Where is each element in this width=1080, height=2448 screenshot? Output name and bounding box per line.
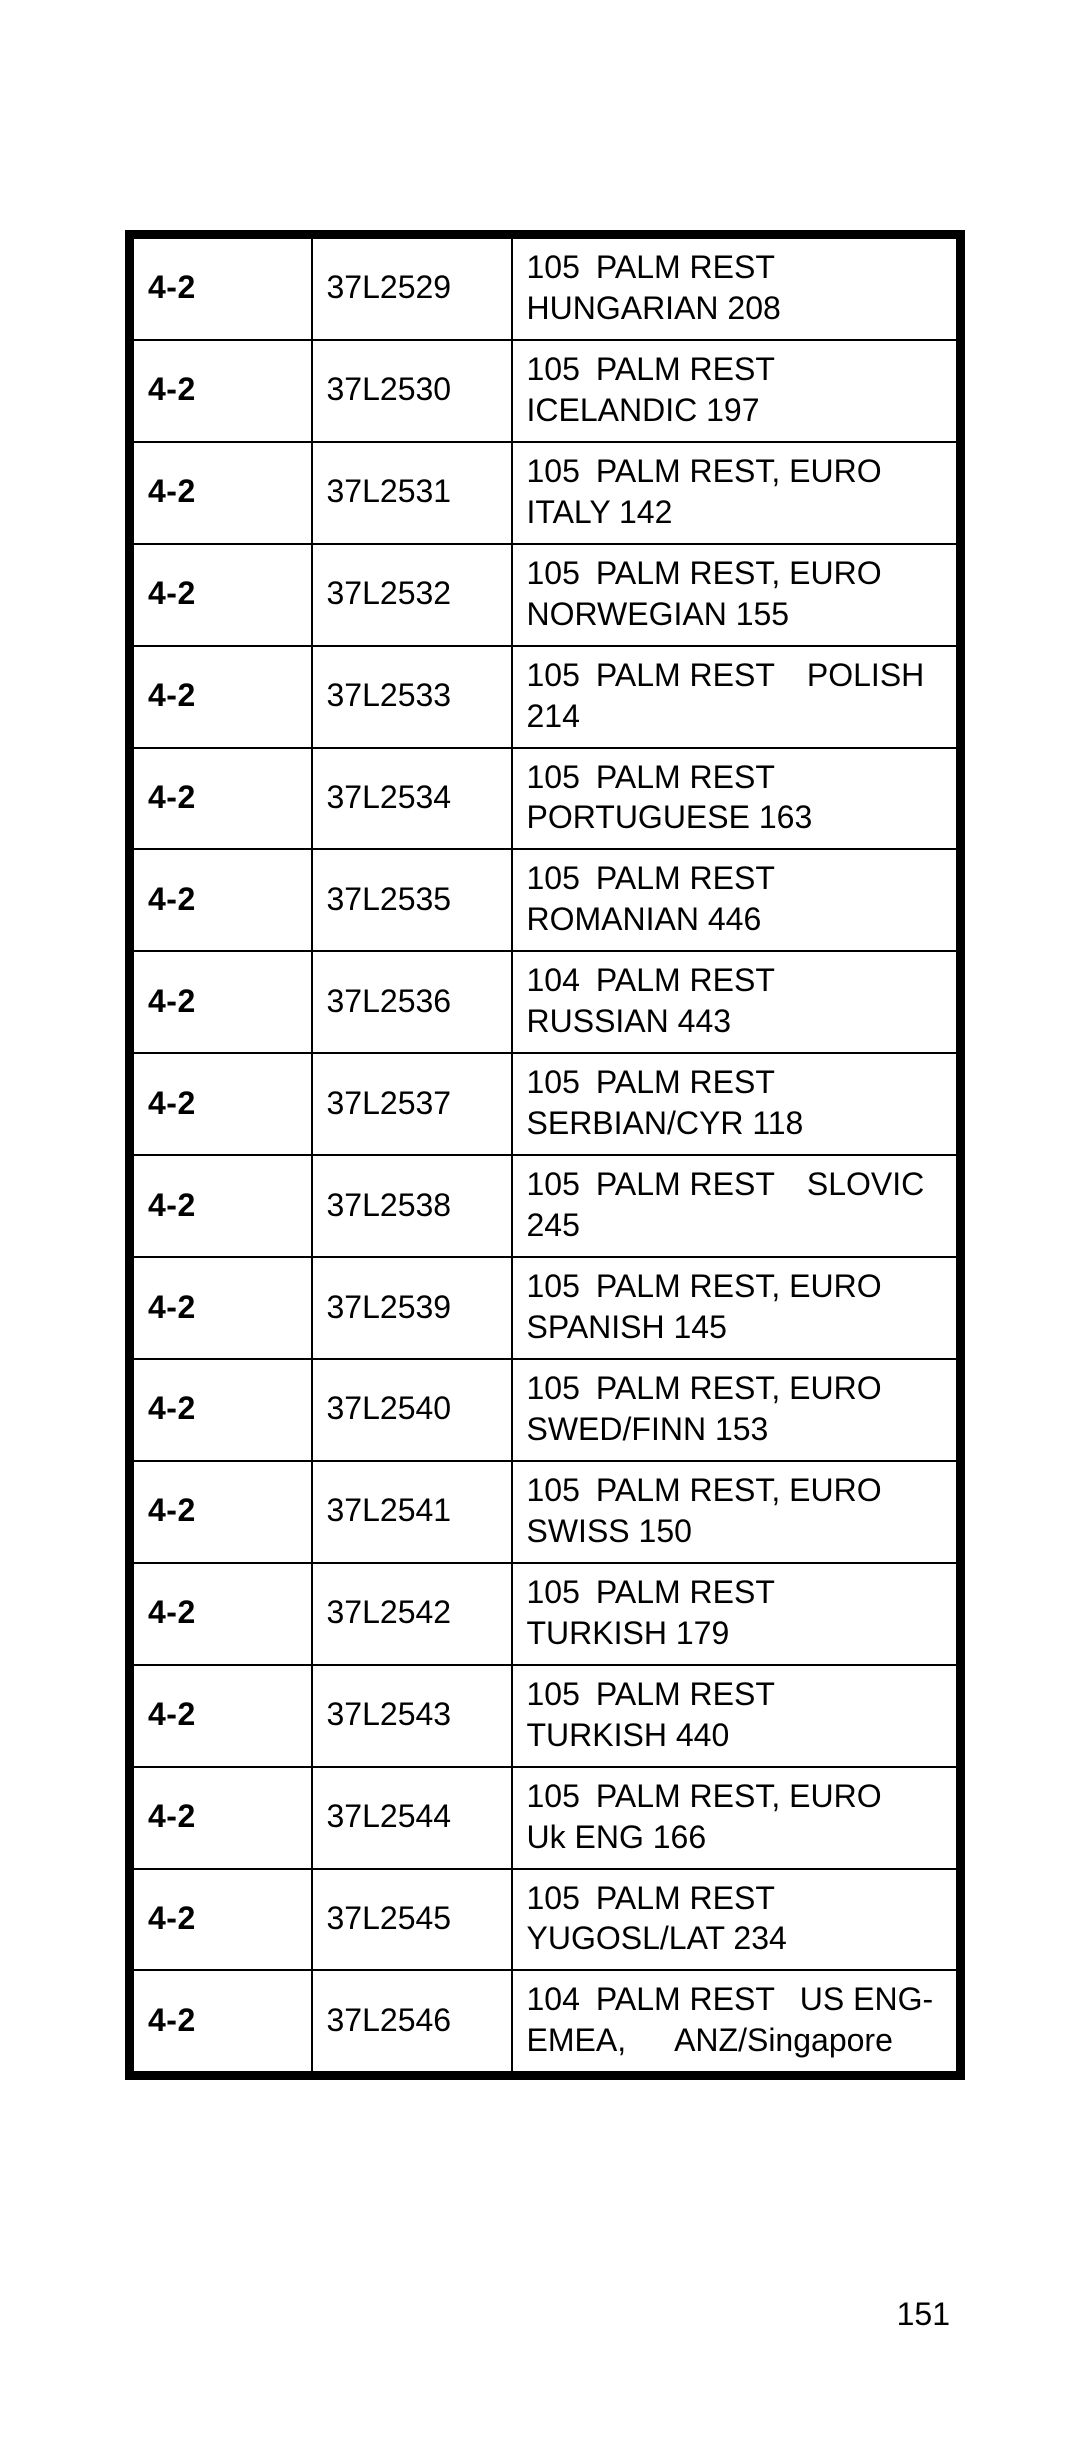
table-row: 4-237L2532105 PALM REST, EURO NORWEGIAN … [130, 544, 961, 646]
row-index: 4-2 [130, 1767, 312, 1869]
row-part-number: 37L2531 [312, 442, 512, 544]
table-row: 4-237L2538105 PALM REST SLOVIC 245 [130, 1155, 961, 1257]
row-description: 105 PALM REST PORTUGUESE 163 [512, 748, 961, 850]
row-index: 4-2 [130, 1155, 312, 1257]
row-part-number: 37L2546 [312, 1970, 512, 2075]
table-row: 4-237L2530105 PALM REST ICELANDIC 197 [130, 340, 961, 442]
row-index: 4-2 [130, 1461, 312, 1563]
row-index: 4-2 [130, 235, 312, 340]
row-index: 4-2 [130, 1053, 312, 1155]
row-index: 4-2 [130, 849, 312, 951]
row-index: 4-2 [130, 1359, 312, 1461]
table-row: 4-237L2534105 PALM REST PORTUGUESE 163 [130, 748, 961, 850]
row-part-number: 37L2542 [312, 1563, 512, 1665]
row-part-number: 37L2537 [312, 1053, 512, 1155]
page-number: 151 [897, 2296, 950, 2333]
table-row: 4-237L2546104 PALM REST US ENG-EMEA, ANZ… [130, 1970, 961, 2075]
row-description: 105 PALM REST, EURO Uk ENG 166 [512, 1767, 961, 1869]
row-description: 105 PALM REST ICELANDIC 197 [512, 340, 961, 442]
row-part-number: 37L2538 [312, 1155, 512, 1257]
row-part-number: 37L2534 [312, 748, 512, 850]
row-index: 4-2 [130, 1563, 312, 1665]
row-index: 4-2 [130, 1665, 312, 1767]
row-part-number: 37L2539 [312, 1257, 512, 1359]
row-description: 104 PALM REST RUSSIAN 443 [512, 951, 961, 1053]
table-row: 4-237L2541105 PALM REST, EURO SWISS 150 [130, 1461, 961, 1563]
table-row: 4-237L2544105 PALM REST, EURO Uk ENG 166 [130, 1767, 961, 1869]
table-row: 4-237L2542105 PALM REST TURKISH 179 [130, 1563, 961, 1665]
row-description: 105 PALM REST, EURO NORWEGIAN 155 [512, 544, 961, 646]
row-index: 4-2 [130, 646, 312, 748]
row-description: 105 PALM REST TURKISH 440 [512, 1665, 961, 1767]
table-row: 4-237L2529105 PALM REST HUNGARIAN 208 [130, 235, 961, 340]
row-description: 105 PALM REST SERBIAN/CYR 118 [512, 1053, 961, 1155]
table-row: 4-237L2540105 PALM REST, EURO SWED/FINN … [130, 1359, 961, 1461]
row-index: 4-2 [130, 1257, 312, 1359]
row-index: 4-2 [130, 748, 312, 850]
row-part-number: 37L2530 [312, 340, 512, 442]
table-row: 4-237L2543105 PALM REST TURKISH 440 [130, 1665, 961, 1767]
row-description: 105 PALM REST, EURO ITALY 142 [512, 442, 961, 544]
table-row: 4-237L2539105 PALM REST, EURO SPANISH 14… [130, 1257, 961, 1359]
row-index: 4-2 [130, 340, 312, 442]
table-row: 4-237L2537105 PALM REST SERBIAN/CYR 118 [130, 1053, 961, 1155]
row-part-number: 37L2540 [312, 1359, 512, 1461]
page: 4-237L2529105 PALM REST HUNGARIAN 2084-2… [0, 0, 1080, 2448]
row-part-number: 37L2535 [312, 849, 512, 951]
row-description: 105 PALM REST YUGOSL/LAT 234 [512, 1869, 961, 1971]
row-part-number: 37L2532 [312, 544, 512, 646]
row-index: 4-2 [130, 951, 312, 1053]
table-row: 4-237L2535105 PALM REST ROMANIAN 446 [130, 849, 961, 951]
row-part-number: 37L2541 [312, 1461, 512, 1563]
parts-table-body: 4-237L2529105 PALM REST HUNGARIAN 2084-2… [130, 235, 961, 2076]
row-description: 105 PALM REST, EURO SPANISH 145 [512, 1257, 961, 1359]
table-row: 4-237L2545105 PALM REST YUGOSL/LAT 234 [130, 1869, 961, 1971]
row-part-number: 37L2543 [312, 1665, 512, 1767]
parts-table: 4-237L2529105 PALM REST HUNGARIAN 2084-2… [125, 230, 965, 2080]
row-part-number: 37L2544 [312, 1767, 512, 1869]
row-index: 4-2 [130, 1869, 312, 1971]
row-index: 4-2 [130, 1970, 312, 2075]
row-description: 105 PALM REST TURKISH 179 [512, 1563, 961, 1665]
row-part-number: 37L2533 [312, 646, 512, 748]
row-index: 4-2 [130, 442, 312, 544]
row-description: 105 PALM REST POLISH 214 [512, 646, 961, 748]
row-part-number: 37L2545 [312, 1869, 512, 1971]
row-description: 105 PALM REST SLOVIC 245 [512, 1155, 961, 1257]
row-description: 105 PALM REST ROMANIAN 446 [512, 849, 961, 951]
table-row: 4-237L2536104 PALM REST RUSSIAN 443 [130, 951, 961, 1053]
row-description: 105 PALM REST, EURO SWISS 150 [512, 1461, 961, 1563]
table-row: 4-237L2533105 PALM REST POLISH 214 [130, 646, 961, 748]
row-description: 104 PALM REST US ENG-EMEA, ANZ/Singapore [512, 1970, 961, 2075]
row-index: 4-2 [130, 544, 312, 646]
row-part-number: 37L2529 [312, 235, 512, 340]
table-row: 4-237L2531105 PALM REST, EURO ITALY 142 [130, 442, 961, 544]
row-description: 105 PALM REST HUNGARIAN 208 [512, 235, 961, 340]
row-part-number: 37L2536 [312, 951, 512, 1053]
row-description: 105 PALM REST, EURO SWED/FINN 153 [512, 1359, 961, 1461]
